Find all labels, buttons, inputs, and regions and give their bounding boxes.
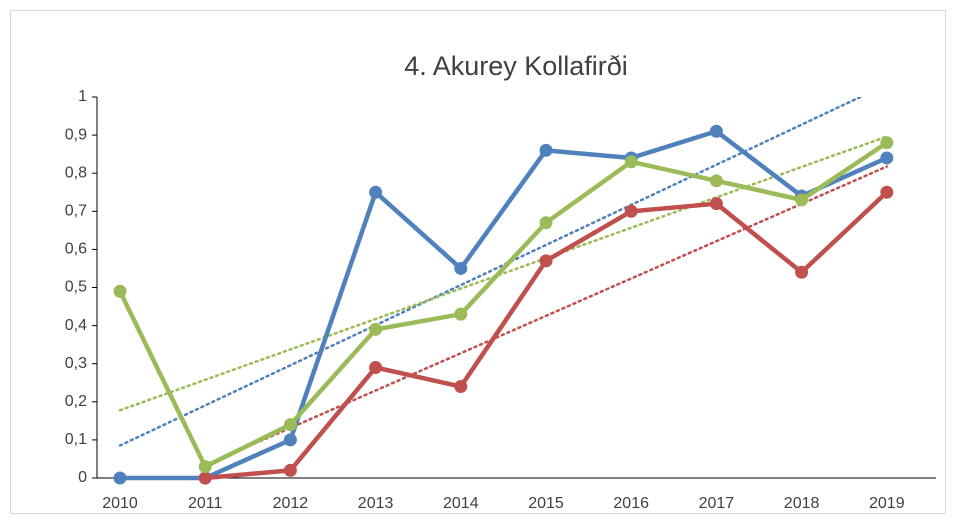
data-point <box>880 136 894 150</box>
data-point <box>795 265 809 279</box>
x-tick-label: 2016 <box>613 495 649 512</box>
data-point <box>369 322 383 336</box>
series-line <box>117 140 889 469</box>
data-point <box>709 124 723 138</box>
data-point <box>198 471 212 485</box>
data-point <box>880 185 894 199</box>
x-tick-label: 2010 <box>102 495 138 512</box>
data-point <box>454 261 468 275</box>
x-tick-label: 2017 <box>699 495 735 512</box>
y-tick-label: 0,9 <box>65 126 87 143</box>
data-point <box>198 460 212 474</box>
x-tick-label: 2011 <box>188 495 223 512</box>
data-point <box>539 143 553 157</box>
data-point <box>709 197 723 211</box>
y-tick-label: 0,4 <box>65 317 87 334</box>
x-tick-label: 2012 <box>273 495 309 512</box>
x-tick-label: 2018 <box>784 495 820 512</box>
y-tick-label: 0,1 <box>65 431 87 448</box>
y-tick-label: 0,3 <box>65 355 87 372</box>
y-tick-label: 0,6 <box>65 241 87 258</box>
y-tick-label: 1 <box>78 88 87 105</box>
data-point <box>454 307 468 321</box>
y-tick-label: 0,5 <box>65 279 87 296</box>
data-point <box>283 463 297 477</box>
data-point <box>624 155 638 169</box>
data-point <box>369 361 383 375</box>
trendline <box>203 165 889 467</box>
x-tick-label: 2013 <box>358 495 394 512</box>
y-tick-label: 0,7 <box>65 203 87 220</box>
y-tick-label: 0 <box>78 469 87 486</box>
data-point <box>454 380 468 394</box>
data-point <box>369 185 383 199</box>
y-tick-label: 0,8 <box>65 164 87 181</box>
data-point <box>624 204 638 218</box>
data-point <box>113 471 127 485</box>
data-point <box>880 151 894 165</box>
x-tick-label: 2015 <box>528 495 564 512</box>
y-tick-label: 0,2 <box>65 393 87 410</box>
data-point <box>709 174 723 188</box>
data-point <box>113 284 127 298</box>
data-point <box>795 193 809 207</box>
data-point <box>539 216 553 230</box>
data-point <box>283 433 297 447</box>
chart-border <box>10 10 946 514</box>
x-tick-label: 2019 <box>869 495 905 512</box>
data-point <box>283 418 297 432</box>
plot-area <box>118 97 889 467</box>
chart-title: 4. Akurey Kollafirði <box>404 51 628 81</box>
x-tick-label: 2014 <box>443 495 479 512</box>
series-line <box>120 129 888 481</box>
trendline <box>118 135 889 412</box>
data-point <box>539 254 553 268</box>
